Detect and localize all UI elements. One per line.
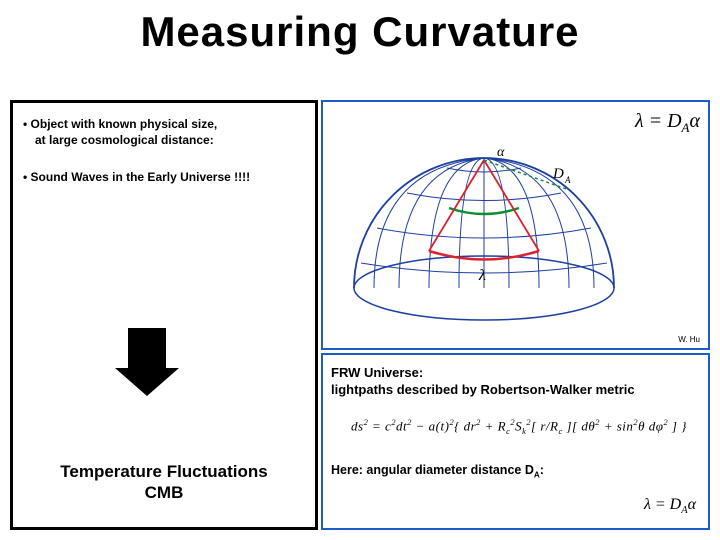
fb-part2: α (688, 496, 696, 513)
svg-text:A: A (564, 175, 571, 185)
bullet-line1: • Object with known physical size, (23, 117, 217, 131)
right-column: λ = DAα (321, 100, 710, 530)
cmb-label: Temperature Fluctuations CMB (13, 462, 315, 503)
bullet-line2: at large cosmological distance: (23, 133, 214, 147)
fb-part1: λ = D (644, 496, 681, 513)
tf-line1: Temperature Fluctuations (60, 462, 268, 481)
credit-label: W. Hu (678, 335, 700, 344)
content-row: • Object with known physical size, at la… (10, 100, 710, 530)
page-title: Measuring Curvature (0, 0, 720, 56)
here-text: Here: angular diameter distance D (331, 463, 534, 477)
formula-lambda-da-alpha: λ = DAα (635, 110, 700, 136)
rw-metric: ds2 = c2dt2 − a(t)2{ dr2 + Rc2Sk2[ r/Rc … (351, 417, 700, 436)
here-colon: : (540, 463, 544, 477)
frw-heading: FRW Universe: lightpaths described by Ro… (331, 365, 700, 399)
bullet-object: • Object with known physical size, at la… (23, 117, 305, 148)
frw-line2: lightpaths described by Robertson-Walker… (331, 382, 635, 397)
tf-line2: CMB (145, 483, 184, 502)
frw-line1: FRW Universe: (331, 365, 423, 380)
arrow-down-icon (128, 328, 179, 396)
svg-text:λ: λ (478, 267, 486, 284)
bullet-sound: • Sound Waves in the Early Universe !!!! (23, 170, 305, 186)
formula-part2: α (690, 110, 701, 132)
formula-part1: λ = D (635, 110, 682, 132)
formula-sub: A (682, 120, 690, 135)
frw-panel: FRW Universe: lightpaths described by Ro… (321, 353, 710, 530)
here-line: Here: angular diameter distance DA: (331, 462, 700, 481)
dome-diagram: α D A λ (329, 108, 689, 338)
dome-panel: λ = DAα (321, 100, 710, 350)
left-panel: • Object with known physical size, at la… (10, 100, 318, 530)
svg-text:D: D (552, 166, 564, 182)
svg-text:α: α (497, 145, 505, 160)
formula-bottom: λ = DAα (644, 496, 696, 516)
